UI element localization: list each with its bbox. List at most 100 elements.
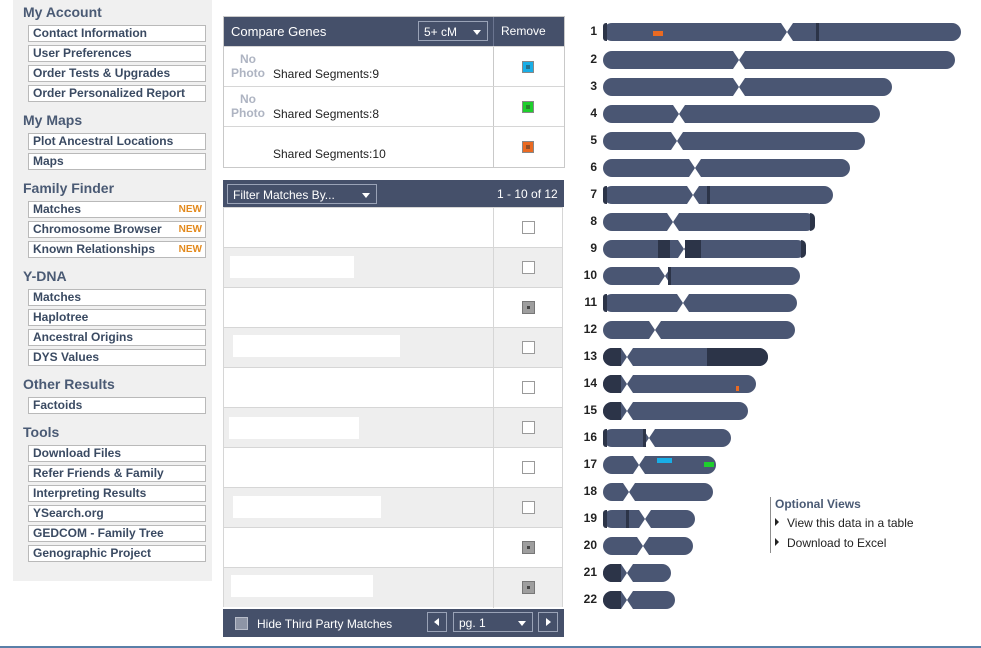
match-row[interactable] [223, 287, 563, 328]
chromosome-q-arm [679, 213, 815, 231]
match-name-redacted [233, 496, 381, 518]
remove-match-button[interactable] [522, 141, 534, 153]
chromosome-bar[interactable] [603, 23, 961, 41]
sidebar-item[interactable]: Contact Information [28, 25, 206, 42]
chromosome-bar[interactable] [603, 186, 833, 204]
chromosome-bar[interactable] [603, 510, 695, 528]
sidebar-item[interactable]: Matches NEW [28, 201, 206, 218]
sidebar-item[interactable]: DYS Values [28, 349, 206, 366]
sidebar-item[interactable]: Haplotree [28, 309, 206, 326]
chromosome-bar[interactable] [603, 78, 892, 96]
sidebar-section-title: Tools [23, 424, 60, 440]
match-name-redacted [229, 417, 359, 439]
dark-band [658, 240, 670, 258]
chromosome-number: 11 [584, 295, 597, 309]
match-row[interactable] [223, 327, 563, 368]
color-swatch-dot [526, 105, 530, 109]
match-row[interactable] [223, 567, 563, 608]
sidebar-item[interactable]: Refer Friends & Family [28, 465, 206, 482]
sidebar-item[interactable]: Plot Ancestral Locations [28, 133, 206, 150]
match-select-checkbox[interactable] [522, 581, 535, 594]
sidebar-item[interactable]: Download Files [28, 445, 206, 462]
chromosome-bar[interactable] [603, 564, 671, 582]
next-page-button[interactable] [538, 612, 558, 632]
chromosome-number: 20 [583, 538, 597, 552]
chromosome-q-arm [793, 23, 961, 41]
match-select-checkbox[interactable] [522, 461, 535, 474]
match-select-checkbox[interactable] [522, 221, 535, 234]
chromosome-bar[interactable] [603, 51, 955, 69]
hide-third-party-checkbox[interactable] [235, 617, 248, 630]
chromosome-number: 16 [583, 430, 597, 444]
chromosome-row: 5 [575, 131, 975, 151]
chromosome-bar[interactable] [603, 240, 806, 258]
sidebar-item-label: Interpreting Results [33, 486, 147, 500]
chromosome-bar[interactable] [603, 294, 797, 312]
sidebar-item[interactable]: User Preferences [28, 45, 206, 62]
match-row[interactable] [223, 367, 563, 408]
match-select-checkbox[interactable] [522, 421, 535, 434]
chromosome-bar[interactable] [603, 375, 756, 393]
chromosome-bar[interactable] [603, 105, 880, 123]
chromosome-bar[interactable] [603, 348, 768, 366]
sidebar-item[interactable]: Interpreting Results [28, 485, 206, 502]
shared-segment-green[interactable] [704, 462, 714, 467]
shared-segment-orange[interactable] [653, 31, 663, 36]
sidebar-item[interactable]: Order Personalized Report [28, 85, 206, 102]
chromosome-p-arm [603, 105, 673, 123]
chromosome-number: 14 [583, 376, 597, 390]
remove-match-button[interactable] [522, 61, 534, 73]
chromosome-q-arm [633, 375, 756, 393]
match-row[interactable] [223, 487, 563, 528]
match-select-checkbox[interactable] [522, 341, 535, 354]
chromosome-number: 22 [583, 592, 597, 606]
shared-segment-blue[interactable] [657, 458, 672, 463]
cm-threshold-select[interactable]: 5+ cM [418, 21, 488, 41]
sidebar-item[interactable]: Genographic Project [28, 545, 206, 562]
remove-match-button[interactable] [522, 101, 534, 113]
sidebar-item[interactable]: Chromosome Browser NEW [28, 221, 206, 238]
chromosome-number: 10 [583, 268, 597, 282]
centromere [673, 105, 685, 123]
chromosome-bar[interactable] [603, 267, 800, 285]
chromosome-bar[interactable] [603, 483, 713, 501]
chromosome-p-arm [603, 429, 643, 447]
chromosome-bar[interactable] [603, 213, 815, 231]
shared-segment-orange[interactable] [736, 386, 739, 391]
match-row[interactable] [223, 407, 563, 448]
match-select-checkbox[interactable] [522, 301, 535, 314]
sidebar-item[interactable]: Order Tests & Upgrades [28, 65, 206, 82]
match-select-checkbox[interactable] [522, 381, 535, 394]
sidebar-item[interactable]: Ancestral Origins [28, 329, 206, 346]
chromosome-bar[interactable] [603, 402, 748, 420]
sidebar-item[interactable]: Known Relationships NEW [28, 241, 206, 258]
match-row[interactable] [223, 247, 563, 288]
chromosome-q-arm [745, 51, 955, 69]
sidebar-item[interactable]: GEDCOM - Family Tree [28, 525, 206, 542]
match-row[interactable] [223, 207, 563, 248]
view-table-link[interactable]: View this data in a table [775, 516, 914, 530]
download-excel-link[interactable]: Download to Excel [775, 536, 886, 550]
match-row[interactable] [223, 447, 563, 488]
chromosome-q-arm [671, 267, 800, 285]
sidebar-item[interactable]: YSearch.org [28, 505, 206, 522]
sidebar-item[interactable]: Matches [28, 289, 206, 306]
match-select-checkbox[interactable] [522, 541, 535, 554]
match-select-checkbox[interactable] [522, 261, 535, 274]
chromosome-bar[interactable] [603, 456, 716, 474]
page-select[interactable]: pg. 1 [453, 612, 533, 632]
match-select-checkbox[interactable] [522, 501, 535, 514]
chromosome-bar[interactable] [603, 537, 693, 555]
chromosome-bar[interactable] [603, 591, 675, 609]
prev-page-button[interactable] [427, 612, 447, 632]
chromosome-bar[interactable] [603, 159, 850, 177]
filter-matches-select[interactable]: Filter Matches By... [227, 184, 377, 204]
chromosome-bar[interactable] [603, 132, 865, 150]
chromosome-bar[interactable] [603, 429, 731, 447]
sidebar-item[interactable]: Maps [28, 153, 206, 170]
sidebar-item[interactable]: Factoids [28, 397, 206, 414]
chromosome-bar[interactable] [603, 321, 795, 339]
dark-band [801, 240, 806, 258]
match-row[interactable] [223, 527, 563, 568]
chromosome-number: 12 [583, 322, 597, 336]
